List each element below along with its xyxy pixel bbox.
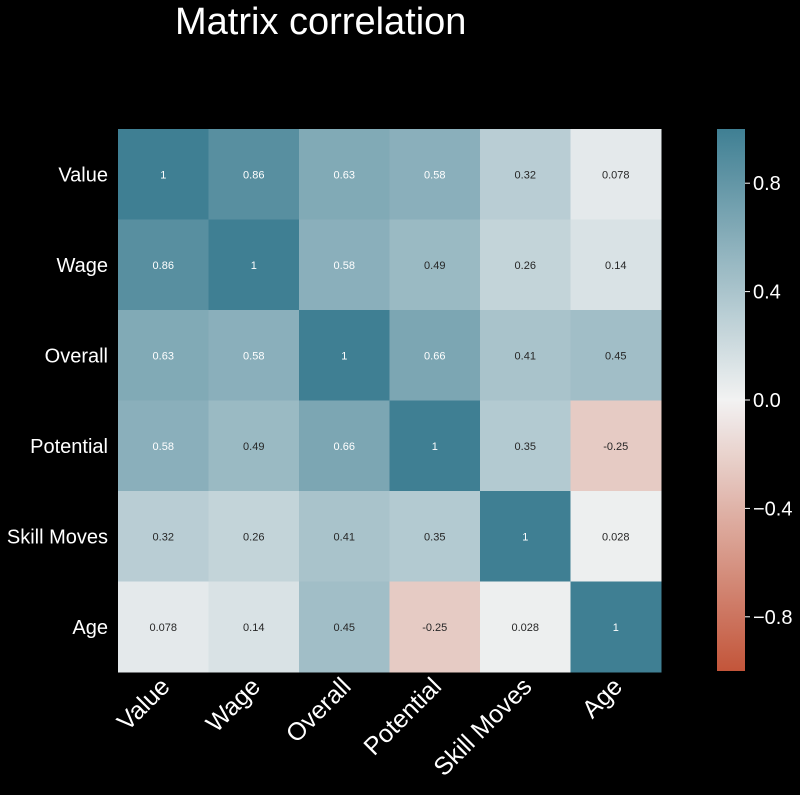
cell-value-label: 1: [432, 441, 438, 453]
y-tick-labels: Value Wage Overall Potential Skill Moves Age: [7, 164, 108, 639]
y-tick-label: Wage: [56, 255, 108, 277]
cell-value-label: 0.45: [605, 350, 626, 362]
heatmap-cell: [570, 491, 662, 582]
heatmap-cell: [480, 310, 571, 401]
heatmap-cell: [480, 581, 571, 673]
cell-value-label: 0.58: [424, 169, 445, 181]
heatmap-cell: [208, 310, 300, 401]
cell-value-label: 0.028: [511, 622, 539, 634]
cell-value-label: 0.35: [515, 441, 536, 453]
heatmap-cell: [118, 219, 209, 311]
heatmap-cell: [480, 219, 571, 311]
heatmap-cell: [299, 219, 390, 311]
x-tick-label: Overall: [281, 672, 357, 748]
cell-value-label: 1: [160, 169, 166, 181]
heatmap-cell: [208, 129, 300, 220]
heatmap-cell: [118, 310, 209, 401]
heatmap-cell: [389, 491, 481, 582]
y-tick-label: Value: [58, 164, 108, 186]
cell-value-label: 1: [341, 350, 347, 362]
heatmap-cell: [299, 310, 390, 401]
x-tick-label: Wage: [201, 672, 266, 737]
cell-value-label: 1: [522, 531, 528, 543]
cell-value-label: 0.14: [243, 622, 264, 634]
heatmap-cell: [480, 400, 571, 492]
heatmap-cell: [299, 491, 390, 582]
x-tick-label: Value: [112, 672, 176, 736]
colorbar-tick-label: 0.8: [753, 173, 781, 195]
cell-value-label: 0.58: [153, 441, 174, 453]
cell-value-label: 0.63: [334, 169, 355, 181]
heatmap-cell: [389, 581, 481, 673]
cell-value-label: 0.63: [153, 350, 174, 362]
heatmap-cells: [118, 129, 662, 673]
cell-value-label: 0.26: [515, 260, 536, 272]
cell-value-label: 0.32: [153, 531, 174, 543]
cell-value-label: 0.58: [334, 260, 355, 272]
x-tick-label: Skill Moves: [428, 672, 537, 781]
cell-value-label: 0.86: [243, 169, 264, 181]
colorbar-tick-label: −0.8: [753, 607, 792, 629]
cell-value-label: -0.25: [422, 622, 447, 634]
chart-title: Matrix correlation: [175, 1, 467, 43]
cell-value-label: 0.66: [334, 441, 355, 453]
heatmap-annotations: 1 0.86 0.63 0.58 0.32 0.078 0.86 1 0.58 0.49 0.26 0…: [149, 169, 629, 634]
y-tick-label: Skill Moves: [7, 526, 108, 548]
heatmap-cell: [118, 581, 209, 673]
heatmap-cell: [208, 581, 300, 673]
heatmap-cell: [118, 491, 209, 582]
heatmap-cell: [389, 219, 481, 311]
heatmap-cell: [299, 129, 390, 220]
cell-value-label: 0.41: [515, 350, 536, 362]
heatmap-cell: [299, 581, 390, 673]
cell-value-label: 0.35: [424, 531, 445, 543]
cell-value-label: 1: [251, 260, 257, 272]
heatmap-cell: [570, 581, 662, 673]
cell-value-label: 0.078: [602, 169, 630, 181]
cell-value-label: 0.028: [602, 531, 630, 543]
cell-value-label: 0.078: [149, 622, 177, 634]
heatmap-cell: [299, 400, 390, 492]
colorbar: 0.8 0.4 0.0 −0.4 −0.8: [717, 129, 792, 671]
heatmap-cell: [570, 219, 662, 311]
heatmap-cell: [389, 310, 481, 401]
heatmap-cell: [208, 219, 300, 311]
cell-value-label: 0.26: [243, 531, 264, 543]
heatmap-cell: [118, 400, 209, 492]
cell-value-label: 0.58: [243, 350, 264, 362]
heatmap-cell: [208, 491, 300, 582]
heatmap-cell: [208, 400, 300, 492]
x-tick-label: Potential: [358, 672, 447, 761]
cell-value-label: -0.25: [603, 441, 628, 453]
cell-value-label: 0.49: [424, 260, 445, 272]
y-tick-label: Overall: [45, 345, 108, 367]
colorbar-tick-label: −0.4: [753, 498, 792, 520]
colorbar-gradient: [717, 129, 745, 671]
heatmap-cell: [480, 129, 571, 220]
heatmap-cell: [389, 400, 481, 492]
heatmap-cell: [118, 129, 209, 220]
cell-value-label: 0.32: [515, 169, 536, 181]
cell-value-label: 0.86: [153, 260, 174, 272]
cell-value-label: 0.49: [243, 441, 264, 453]
x-tick-label: Age: [577, 672, 628, 723]
cell-value-label: 0.41: [334, 531, 355, 543]
cell-value-label: 0.45: [334, 622, 355, 634]
y-tick-label: Age: [72, 617, 108, 639]
cell-value-label: 1: [613, 622, 619, 634]
cell-value-label: 0.14: [605, 260, 626, 272]
heatmap-cell: [570, 310, 662, 401]
heatmap-cell: [570, 129, 662, 220]
y-tick-label: Potential: [30, 436, 108, 458]
colorbar-tick-label: 0.0: [753, 390, 781, 412]
heatmap-cell: [480, 491, 571, 582]
heatmap-cell: [570, 400, 662, 492]
cell-value-label: 0.66: [424, 350, 445, 362]
colorbar-tick-label: 0.4: [753, 282, 781, 304]
heatmap-cell: [389, 129, 481, 220]
